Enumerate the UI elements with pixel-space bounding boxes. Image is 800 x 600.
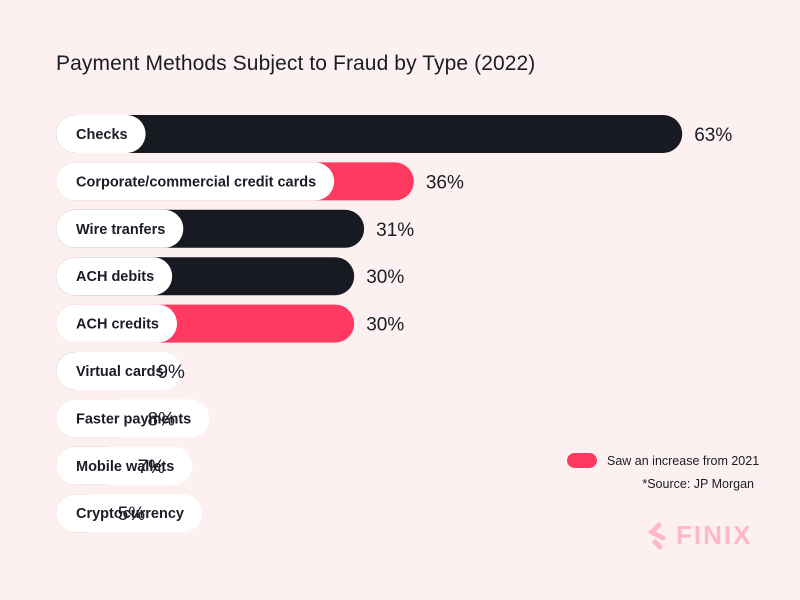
value-label: 7% — [138, 457, 166, 478]
category-pill — [56, 352, 182, 390]
category-label: Mobile wallets — [76, 459, 174, 475]
brand-logo: FINIX — [646, 520, 752, 551]
category-pill — [56, 115, 146, 153]
finix-logo-icon — [648, 522, 666, 549]
category-label: Faster payments — [76, 411, 191, 427]
value-label: 30% — [366, 267, 404, 288]
value-label: 31% — [376, 220, 414, 241]
value-label: 9% — [157, 362, 185, 383]
category-pill — [56, 162, 335, 201]
legend: Saw an increase from 2021 — [567, 453, 759, 468]
category-label: Checks — [76, 127, 128, 143]
category-pill — [56, 446, 193, 485]
category-label: ACH debits — [76, 269, 154, 285]
chart-title: Payment Methods Subject to Fraud by Type… — [56, 52, 536, 75]
category-pill — [56, 494, 202, 533]
legend-label: Saw an increase from 2021 — [607, 453, 760, 468]
category-pill — [56, 304, 177, 343]
brand-name: FINIX — [676, 520, 753, 550]
category-label: Wire tranfers — [76, 222, 165, 238]
value-label: 5% — [118, 504, 146, 525]
category-label: ACH credits — [76, 317, 159, 333]
category-pill — [56, 399, 210, 438]
value-label: 36% — [426, 172, 464, 193]
bar-checks — [56, 115, 683, 153]
value-label: 30% — [366, 315, 404, 336]
source-note: *Source: JP Morgan — [642, 477, 754, 491]
category-label: Corporate/commercial credit cards — [76, 174, 316, 190]
legend-swatch — [567, 453, 597, 468]
category-label: Virtual cards — [76, 364, 164, 380]
value-label: 63% — [694, 125, 732, 146]
value-label: 8% — [148, 409, 176, 430]
category-label: Cryptocurrency — [76, 506, 184, 522]
category-pill — [56, 209, 184, 248]
category-pill — [56, 257, 173, 296]
